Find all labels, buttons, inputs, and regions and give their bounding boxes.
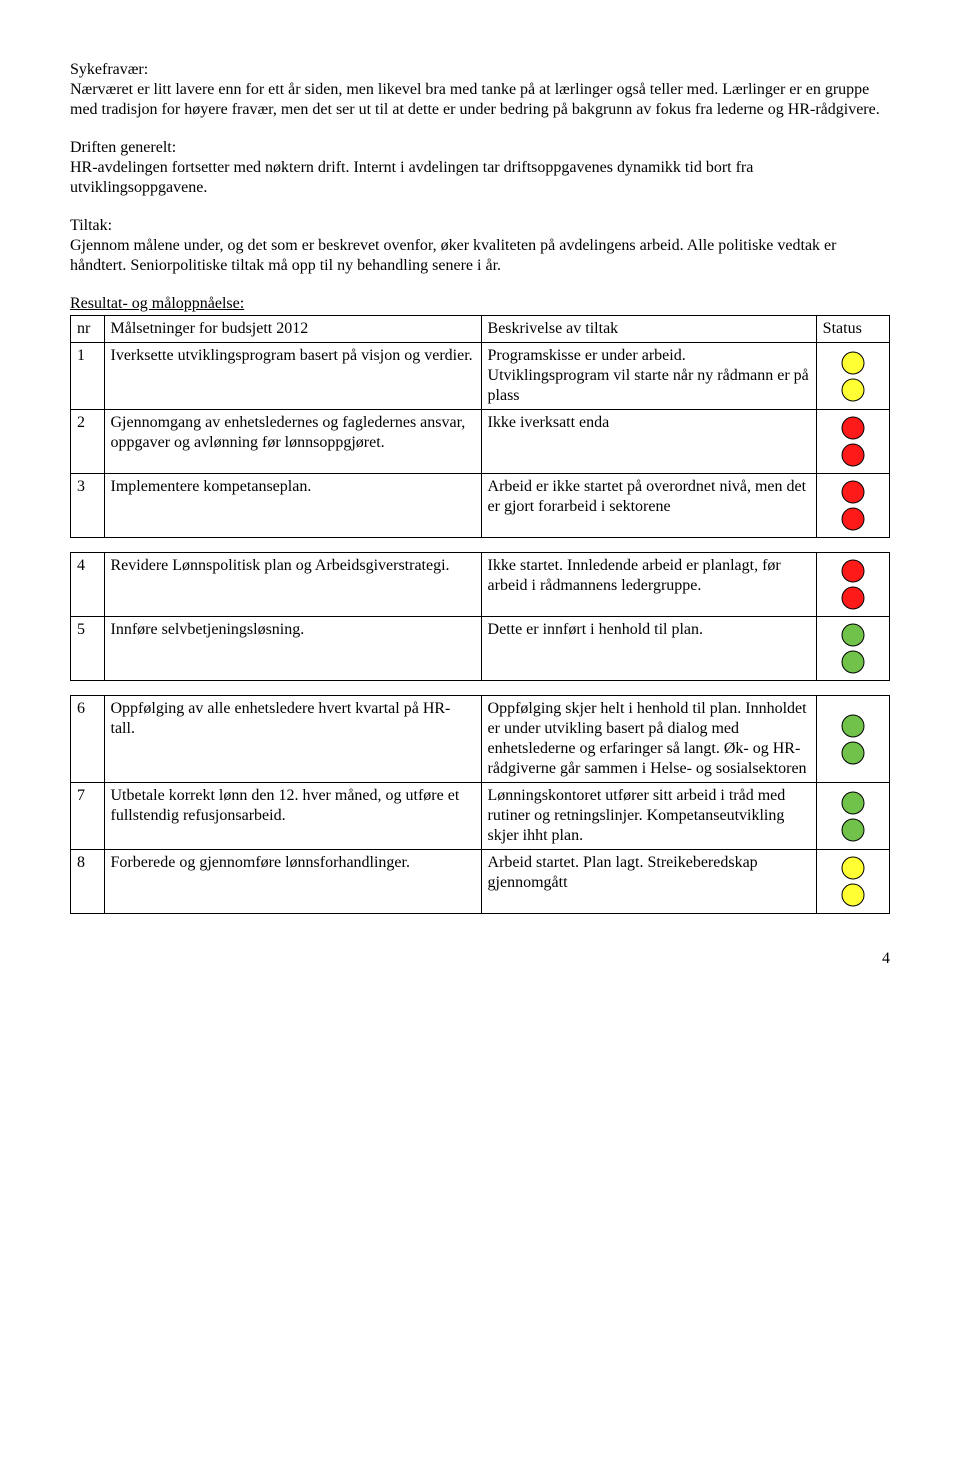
table-row: 6Oppfølging av alle enhetsledere hvert k… <box>71 696 890 783</box>
cell-status <box>816 410 889 474</box>
cell-goal: Implementere kompetanseplan. <box>104 474 481 538</box>
th-goal: Målsetninger for budsjett 2012 <box>104 316 481 343</box>
cell-nr: 2 <box>71 410 105 474</box>
table-header-row: nr Målsetninger for budsjett 2012 Beskri… <box>71 316 890 343</box>
cell-nr: 3 <box>71 474 105 538</box>
status-dot-icon <box>840 585 866 611</box>
th-desc: Beskrivelse av tiltak <box>481 316 816 343</box>
status-dot-icon <box>840 882 866 908</box>
drift-text: HR-avdelingen fortsetter med nøktern dri… <box>70 158 890 198</box>
results-table-2: 4Revidere Lønnspolitisk plan og Arbeidsg… <box>70 552 890 681</box>
cell-goal: Innføre selvbetjeningsløsning. <box>104 617 481 681</box>
th-nr: nr <box>71 316 105 343</box>
cell-desc: Programskisse er under arbeid. Utvikling… <box>481 343 816 410</box>
sykefravaer-text: Nærværet er litt lavere enn for ett år s… <box>70 80 890 120</box>
cell-nr: 4 <box>71 553 105 617</box>
cell-status <box>816 696 889 783</box>
cell-status <box>816 783 889 850</box>
status-dot-icon <box>840 506 866 532</box>
table-row: 8Forberede og gjennomføre lønnsforhandli… <box>71 850 890 914</box>
cell-goal: Iverksette utviklingsprogram basert på v… <box>104 343 481 410</box>
cell-goal: Oppfølging av alle enhetsledere hvert kv… <box>104 696 481 783</box>
cell-nr: 6 <box>71 696 105 783</box>
cell-goal: Forberede og gjennomføre lønnsforhandlin… <box>104 850 481 914</box>
status-dot-icon <box>840 442 866 468</box>
cell-nr: 5 <box>71 617 105 681</box>
drift-label: Driften generelt: <box>70 138 890 158</box>
status-dot-icon <box>840 377 866 403</box>
cell-status <box>816 343 889 410</box>
status-dot-icon <box>840 740 866 766</box>
cell-status <box>816 850 889 914</box>
cell-desc: Arbeid startet. Plan lagt. Streikebereds… <box>481 850 816 914</box>
page-number: 4 <box>70 950 890 968</box>
cell-desc: Ikke startet. Innledende arbeid er planl… <box>481 553 816 617</box>
status-dot-icon <box>840 649 866 675</box>
table-row: 5Innføre selvbetjeningsløsning.Dette er … <box>71 617 890 681</box>
sykefravaer-label: Sykefravær: <box>70 60 890 80</box>
cell-nr: 7 <box>71 783 105 850</box>
cell-desc: Ikke iverksatt enda <box>481 410 816 474</box>
resultat-label: Resultat- og måloppnåelse: <box>70 294 890 314</box>
cell-desc: Oppfølging skjer helt i henhold til plan… <box>481 696 816 783</box>
status-dot-icon <box>840 558 866 584</box>
status-dot-icon <box>840 855 866 881</box>
status-dot-icon <box>840 817 866 843</box>
cell-status <box>816 553 889 617</box>
cell-nr: 8 <box>71 850 105 914</box>
table-row: 4Revidere Lønnspolitisk plan og Arbeidsg… <box>71 553 890 617</box>
cell-desc: Dette er innført i henhold til plan. <box>481 617 816 681</box>
table-row: 2Gjennomgang av enhetsledernes og fagled… <box>71 410 890 474</box>
cell-nr: 1 <box>71 343 105 410</box>
th-status: Status <box>816 316 889 343</box>
cell-desc: Arbeid er ikke startet på overordnet niv… <box>481 474 816 538</box>
status-dot-icon <box>840 622 866 648</box>
status-dot-icon <box>840 350 866 376</box>
status-dot-icon <box>840 790 866 816</box>
status-dot-icon <box>840 415 866 441</box>
cell-status <box>816 617 889 681</box>
table-row: 3Implementere kompetanseplan.Arbeid er i… <box>71 474 890 538</box>
tiltak-label: Tiltak: <box>70 216 890 236</box>
table-row: 1Iverksette utviklingsprogram basert på … <box>71 343 890 410</box>
table-row: 7Utbetale korrekt lønn den 12. hver måne… <box>71 783 890 850</box>
results-table-1: nr Målsetninger for budsjett 2012 Beskri… <box>70 315 890 538</box>
tiltak-text: Gjennom målene under, og det som er besk… <box>70 236 890 276</box>
cell-goal: Revidere Lønnspolitisk plan og Arbeidsgi… <box>104 553 481 617</box>
status-dot-icon <box>840 713 866 739</box>
cell-goal: Utbetale korrekt lønn den 12. hver måned… <box>104 783 481 850</box>
status-dot-icon <box>840 479 866 505</box>
cell-goal: Gjennomgang av enhetsledernes og faglede… <box>104 410 481 474</box>
cell-desc: Lønningskontoret utfører sitt arbeid i t… <box>481 783 816 850</box>
results-table-3: 6Oppfølging av alle enhetsledere hvert k… <box>70 695 890 914</box>
cell-status <box>816 474 889 538</box>
